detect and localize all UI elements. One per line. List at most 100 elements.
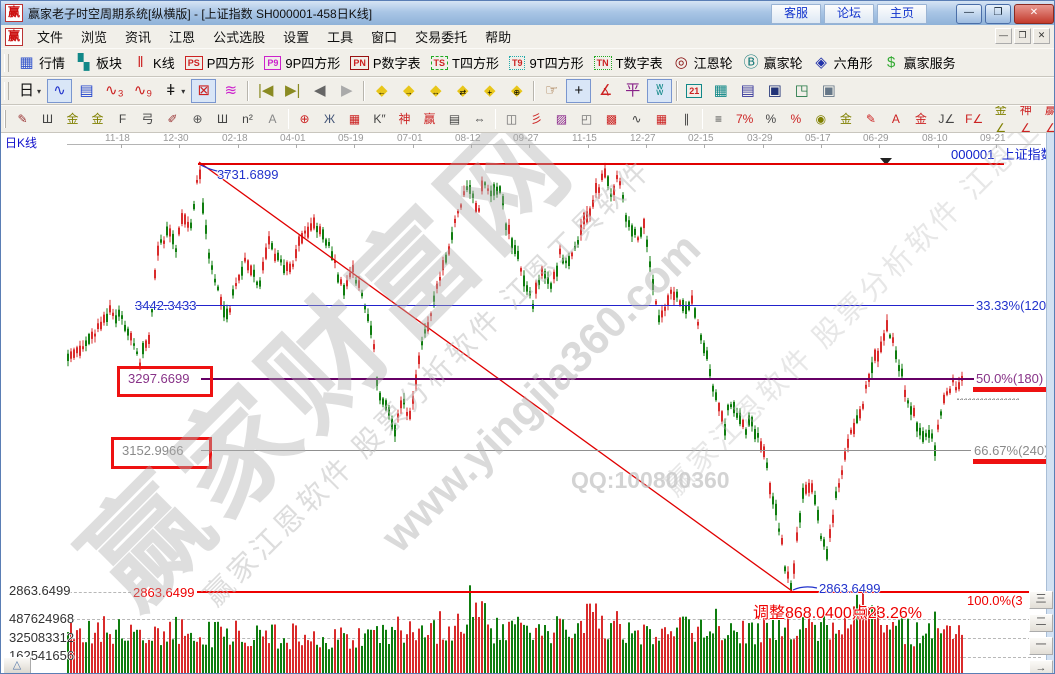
nav-first-button[interactable]: |◀	[253, 79, 278, 103]
bow-comb-tool-button[interactable]: 弓	[136, 107, 159, 131]
pane-button-3[interactable]: 一	[1029, 637, 1053, 655]
gold-angle-tool-button[interactable]: 金∠	[989, 106, 1012, 132]
export-tool-button[interactable]: ◳	[789, 79, 814, 103]
mdi-restore-button[interactable]: ❐	[1014, 28, 1031, 44]
wave-count-9-button[interactable]: ∿₉	[130, 79, 157, 103]
cycle-circle-tool-button[interactable]: ⊕	[186, 107, 209, 131]
candle-style-button[interactable]: ǂ ▾	[158, 79, 189, 103]
menu-item-浏览[interactable]: 浏览	[81, 30, 108, 45]
a-wave-tool-button[interactable]: A	[884, 107, 907, 131]
gold-line-tool-button[interactable]: 金	[834, 107, 857, 131]
nav-prev-button[interactable]: ◀	[307, 79, 332, 103]
pane-button-1[interactable]: 三	[1029, 591, 1053, 609]
red-grid-tool-button[interactable]: ▦	[650, 107, 673, 131]
zigzag-tool-button[interactable]: ∿	[625, 107, 648, 131]
shen-comb-tool-button[interactable]: 神	[393, 107, 416, 131]
t-square-button[interactable]: TS T四方形	[427, 51, 503, 75]
box-ruler-tool-button[interactable]: ◫	[500, 107, 523, 131]
volume-profile-button[interactable]: ≋	[218, 79, 243, 103]
pan-right-button[interactable]: ◆ →	[396, 79, 421, 103]
pane-button-4[interactable]: →	[1029, 660, 1053, 673]
gold-mark-tool-button[interactable]: 金	[909, 107, 932, 131]
ying-comb-tool-button[interactable]: 赢	[418, 107, 441, 131]
span-arrows-tool-button[interactable]: ⇔	[468, 107, 491, 131]
pencil-flag-tool-button[interactable]: ✎	[859, 107, 882, 131]
menu-item-设置[interactable]: 设置	[283, 30, 310, 45]
hand-tool-button[interactable]: ☞	[539, 79, 564, 103]
circle-cross-tool-button[interactable]: ⊕	[293, 107, 316, 131]
brush-tool-button[interactable]: ✎	[11, 107, 34, 131]
time-comb-tool-button[interactable]: Ш	[36, 107, 59, 131]
pane-button-2[interactable]: 二	[1029, 614, 1053, 632]
percent-line-tool-button[interactable]: %	[784, 107, 807, 131]
gann-line-50pct[interactable]	[201, 378, 974, 380]
compass-tool-button[interactable]: A	[261, 107, 284, 131]
comb-tool-button[interactable]: Ш	[211, 107, 234, 131]
flat-tool-button[interactable]: 平	[620, 79, 645, 103]
page-cut-tool-button[interactable]: ◰	[575, 107, 598, 131]
p-number-button[interactable]: PN P数字表	[346, 51, 424, 75]
nav-last-button[interactable]: ▶|	[280, 79, 305, 103]
crosshair-tool-button[interactable]: +	[566, 79, 592, 103]
minimize-button[interactable]: —	[956, 4, 982, 24]
gann-line-100pct[interactable]	[197, 591, 1043, 593]
gold-comb2-tool-button[interactable]: 金	[86, 107, 109, 131]
memo-tool-button[interactable]: ▤	[735, 79, 760, 103]
calendar-tool-button[interactable]: 21	[682, 79, 706, 103]
zoom-horizontal-button[interactable]: ◆ ↔	[423, 79, 448, 103]
info-panel-button[interactable]: ▤	[74, 79, 99, 103]
menu-item-窗口[interactable]: 窗口	[371, 30, 398, 45]
menu-item-工具[interactable]: 工具	[327, 30, 354, 45]
angle-tool-button[interactable]: ∡	[593, 79, 618, 103]
gann-box-toggle-button[interactable]: ⊠	[191, 79, 217, 103]
sectors-button[interactable]: ▚ 板块	[71, 51, 126, 75]
t9-square-button[interactable]: T9 9T四方形	[505, 51, 588, 75]
shen-angle-tool-button[interactable]: 神∠	[1014, 106, 1037, 132]
percent-tool-button[interactable]: %	[759, 107, 782, 131]
menu-item-帮助[interactable]: 帮助	[485, 30, 512, 45]
gann-wheel-button[interactable]: ◎ 江恩轮	[669, 51, 737, 75]
gann-grid-tool-button[interactable]: ▩	[600, 107, 623, 131]
ying-angle-tool-button[interactable]: 赢∠	[1039, 106, 1054, 132]
restore-button[interactable]: ❐	[985, 4, 1011, 24]
gann-line-66pct[interactable]	[201, 450, 971, 451]
p-square-button[interactable]: PS P四方形	[181, 51, 259, 75]
winner-service-button[interactable]: $ 赢家服务	[879, 51, 960, 75]
zoom-in-bars-button[interactable]: ◆ +	[477, 79, 502, 103]
kline-button[interactable]: ‖ K线	[128, 51, 179, 75]
grid-web-tool-button[interactable]: ▦	[343, 107, 366, 131]
quotes-button[interactable]: ▦ 行情	[14, 51, 69, 75]
menu-item-资讯[interactable]: 资讯	[125, 30, 152, 45]
mdi-close-button[interactable]: ✕	[1033, 28, 1050, 44]
t-number-button[interactable]: TN T数字表	[590, 51, 667, 75]
pencil-ruler-tool-button[interactable]: ✐	[161, 107, 184, 131]
gann-line-33pct[interactable]	[135, 305, 974, 306]
winner-wheel-button[interactable]: Ⓑ 赢家轮	[739, 51, 807, 75]
period-selector-button[interactable]: 日 ▾	[14, 79, 45, 103]
expand-volume-button[interactable]: △	[3, 657, 31, 673]
k-mark-tool-button[interactable]: K″	[368, 107, 391, 131]
pan-left-button[interactable]: ◆ ←	[369, 79, 394, 103]
quicklink-客服[interactable]: 客服	[771, 4, 821, 24]
spider-web-tool-button[interactable]: Ж	[318, 107, 341, 131]
p9-square-button[interactable]: P9 9P四方形	[260, 51, 344, 75]
quicklink-论坛[interactable]: 论坛	[824, 4, 874, 24]
ruler-123-tool-button[interactable]: ▤	[443, 107, 466, 131]
menu-item-文件[interactable]: 文件	[37, 30, 64, 45]
hexagon-button[interactable]: ◈ 六角形	[809, 51, 877, 75]
compress-bars-button[interactable]: ◆ ⇄	[450, 79, 475, 103]
percent7-tool-button[interactable]: 7%	[732, 107, 757, 131]
price-ladder-tool-button[interactable]: ≡	[707, 107, 730, 131]
calculator-tool-button[interactable]: ▦	[708, 79, 733, 103]
f-angle-tool-button[interactable]: F∠	[961, 107, 987, 131]
f-comb-tool-button[interactable]: F	[111, 107, 134, 131]
zoom-all-button[interactable]: ◆ ⊕	[504, 79, 529, 103]
close-button[interactable]: ✕	[1014, 4, 1054, 24]
menu-item-公式选股[interactable]: 公式选股	[213, 30, 266, 45]
ai-tool-button[interactable]: ʬ	[647, 79, 673, 103]
menu-item-交易委托[interactable]: 交易委托	[415, 30, 468, 45]
save-tool-button[interactable]: ▣	[762, 79, 787, 103]
gann-line-0pct[interactable]	[198, 163, 1004, 165]
j-angle-tool-button[interactable]: J∠	[934, 107, 959, 131]
